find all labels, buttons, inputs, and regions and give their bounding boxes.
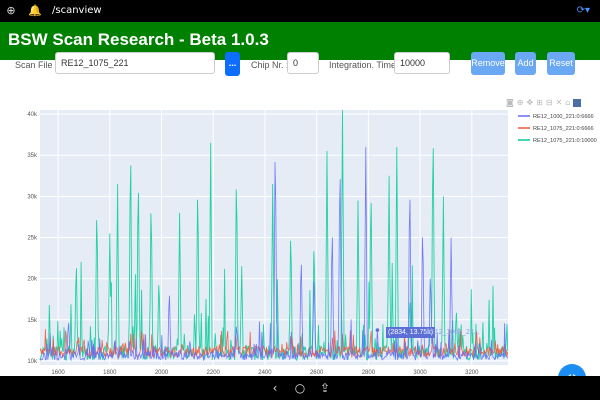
x-tick-label: 3000	[413, 370, 427, 376]
scan-file-label: Scan File :	[15, 60, 58, 70]
code-toggle-button[interactable]: ‹›	[558, 364, 586, 376]
y-tick-label: 30k	[27, 194, 38, 200]
chip-number-input[interactable]: 0	[287, 52, 319, 74]
y-tick-label: 20k	[27, 277, 38, 283]
y-tick-label: 15k	[27, 318, 38, 324]
x-tick-label: 3200	[465, 370, 479, 376]
status-bar: ⊕ 🔔 /scanview ⟳▾	[0, 0, 600, 22]
back-icon[interactable]: ‹	[272, 381, 278, 395]
y-tick-label: 35k	[27, 153, 38, 159]
hover-point	[375, 328, 380, 332]
pan-icon[interactable]: ✥	[526, 98, 537, 107]
spectrum-chart[interactable]: 1600 1800 2000 2200 2400 2600 2800 3000 3200 10k 1…	[0, 98, 600, 376]
chart-modebar: ◙⊕✥⊞⊟✕⌂	[506, 98, 582, 110]
camera-icon[interactable]: ◙	[506, 98, 517, 107]
reset-button[interactable]: Reset	[547, 52, 575, 75]
plotly-logo-icon[interactable]	[573, 98, 582, 107]
home-icon[interactable]: ○	[294, 381, 306, 395]
series-line-0[interactable]	[39, 146, 509, 362]
share-icon[interactable]: ⇪	[319, 381, 331, 395]
y-tick-label: 10k	[27, 359, 38, 365]
app-window: BSW Scan Research - Beta 1.0.3 Scan File…	[0, 22, 600, 376]
notification-bell-icon[interactable]: 🔔	[28, 4, 42, 17]
autoscale-icon[interactable]: ✕	[555, 98, 566, 107]
chip-number-label: Chip Nr. :	[251, 60, 289, 70]
zoom-out-icon[interactable]: ⊟	[545, 98, 556, 107]
zoom-icon[interactable]: ⊕	[516, 98, 527, 107]
x-tick-label: 2800	[362, 370, 376, 376]
add-button[interactable]: Add	[515, 52, 536, 75]
legend-entry[interactable]: RE12_1075_221:0:10000	[533, 138, 597, 144]
x-tick-label: 1600	[51, 370, 65, 376]
legend-entry[interactable]: RE12_1075_221:0:6666	[533, 126, 594, 132]
y-tick-label: 25k	[27, 236, 38, 242]
integration-time-label: Integration. Time :	[329, 60, 402, 70]
legend-entry[interactable]: RE12_1000_221:0:6666	[533, 114, 594, 120]
hover-tooltip-series: RE12_1000_22...	[425, 329, 480, 336]
hover-tooltip-value: (2834, 13.75k)	[386, 327, 436, 338]
integration-time-input[interactable]: 10000	[394, 52, 450, 74]
sync-status-icon[interactable]: ⟳▾	[576, 5, 590, 16]
x-tick-label: 2400	[258, 370, 272, 376]
remove-button[interactable]: Remove	[471, 52, 505, 75]
app-title: BSW Scan Research - Beta 1.0.3	[8, 30, 269, 49]
url-path: /scanview	[52, 5, 102, 16]
android-nav-bar: ‹ ○ ⇪	[0, 376, 600, 400]
y-tick-label: 40k	[27, 112, 38, 118]
zoom-in-icon[interactable]: ⊞	[536, 98, 546, 107]
x-tick-label: 1800	[103, 370, 117, 376]
scan-file-input[interactable]: RE12_1075_221	[55, 52, 215, 74]
x-tick-label: 2200	[207, 370, 221, 376]
reset-axes-icon[interactable]: ⌂	[565, 98, 574, 107]
settings-icon[interactable]: ⊕	[6, 4, 16, 17]
browse-button[interactable]: ...	[225, 52, 240, 76]
x-tick-label: 2000	[155, 370, 169, 376]
x-tick-label: 2600	[310, 370, 324, 376]
